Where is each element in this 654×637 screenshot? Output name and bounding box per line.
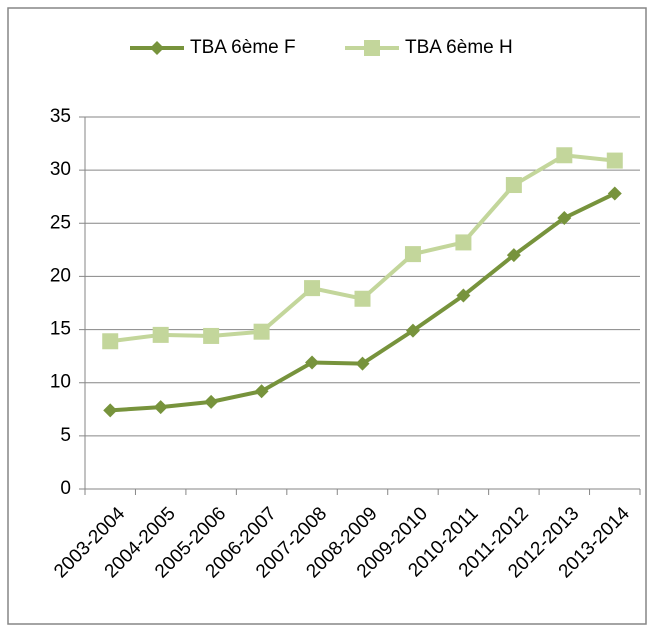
marker (153, 400, 168, 415)
legend-label: TBA 6ème F (190, 37, 296, 58)
marker (405, 323, 420, 338)
marker (254, 384, 269, 399)
y-tick-label: 35 (50, 106, 71, 127)
marker (557, 210, 572, 225)
y-tick-label: 15 (50, 319, 71, 340)
y-tick-label: 25 (50, 212, 71, 233)
marker (304, 280, 321, 297)
legend-label: TBA 6ème H (405, 37, 513, 58)
marker (204, 394, 219, 409)
series (102, 147, 623, 350)
marker (152, 326, 169, 343)
y-tick-label: 10 (50, 372, 71, 393)
marker (253, 323, 270, 340)
series (103, 186, 622, 418)
chart-border (7, 7, 647, 625)
y-tick-label: 5 (60, 425, 71, 446)
marker (203, 327, 220, 344)
marker (506, 248, 521, 263)
y-tick-label: 0 (60, 478, 71, 499)
marker (103, 403, 118, 418)
marker (364, 40, 380, 56)
marker (607, 186, 622, 201)
marker (455, 234, 472, 251)
y-tick-label: 20 (50, 265, 71, 286)
marker (150, 41, 164, 55)
marker (505, 177, 522, 194)
marker (556, 147, 573, 164)
marker (354, 290, 371, 307)
marker (355, 356, 370, 371)
marker (606, 152, 623, 169)
y-tick-label: 30 (50, 159, 71, 180)
marker (305, 355, 320, 370)
marker (456, 288, 471, 303)
marker (404, 246, 421, 263)
marker (102, 333, 119, 350)
